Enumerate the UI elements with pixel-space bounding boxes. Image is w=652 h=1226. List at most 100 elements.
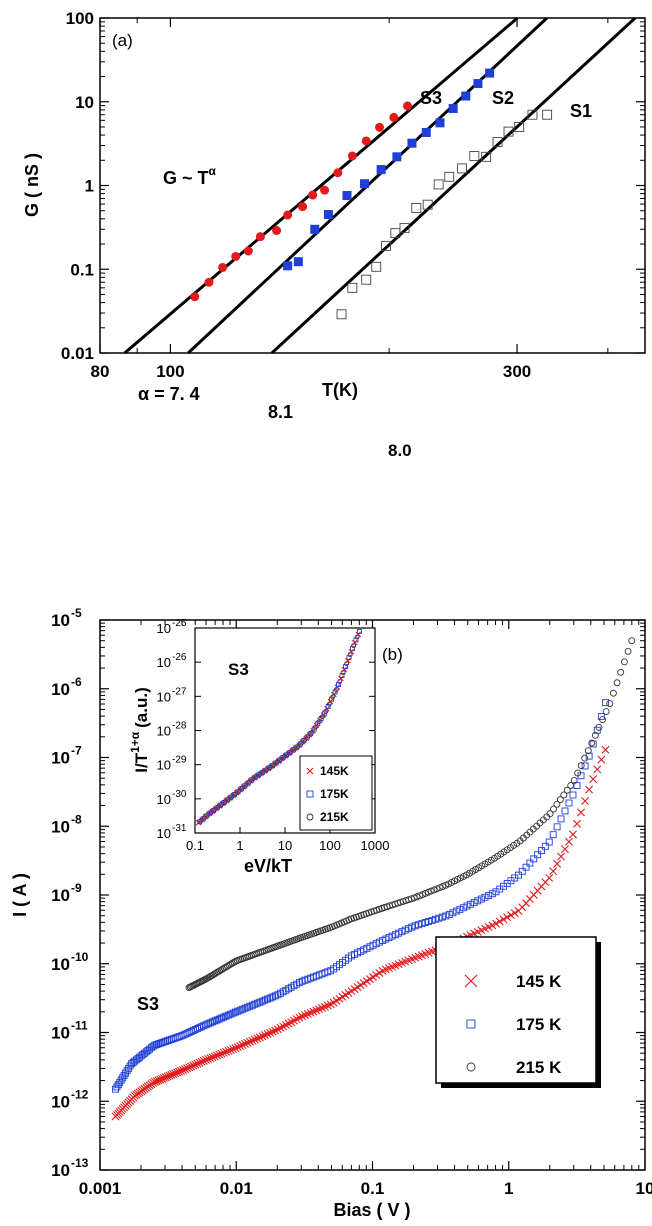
y-tick-exponent: -7 (71, 744, 82, 758)
panel-b-current-vs-bias: 10-1310-1210-1110-1010-910-810-710-610-5… (10, 606, 652, 1220)
data-point-175k (213, 1016, 221, 1024)
data-point-s2 (407, 138, 417, 148)
data-point-s1 (514, 122, 525, 132)
data-point-175k (202, 1021, 210, 1029)
panel-b-label: (b) (382, 645, 403, 664)
data-point-145k (577, 808, 586, 817)
y-tick-label: 100 (66, 9, 94, 28)
inset-data-point (301, 738, 307, 743)
inset-y-tick-label: 10 (157, 792, 171, 807)
data-point-145k (183, 1064, 192, 1073)
inset-data-point (290, 747, 296, 753)
data-point-175k (227, 1010, 235, 1018)
data-point-s1 (336, 309, 347, 320)
inset-y-axis-label: I/T1+α(a.u.) (128, 687, 151, 773)
data-point-175k (206, 1019, 214, 1027)
y-tick-exponent: -12 (71, 1087, 89, 1101)
inset-data-point (346, 655, 352, 661)
inset-data-point (228, 794, 234, 800)
data-point-145k (268, 1027, 277, 1036)
data-point-215k (574, 769, 582, 777)
data-point-s1 (542, 109, 553, 120)
inset-data-point (235, 789, 241, 795)
data-point-175k (251, 1000, 259, 1008)
inset-data-point (231, 792, 237, 798)
inset-sample-label: S3 (228, 660, 249, 679)
data-point-s1 (527, 109, 538, 120)
data-point-s3 (389, 112, 399, 122)
data-point-145k (553, 859, 562, 868)
inset-data-point (242, 783, 248, 789)
inset-data-point (329, 696, 335, 702)
data-point-175k (438, 913, 446, 921)
data-point-215k (550, 805, 557, 813)
inset-y-tick-label: 10 (157, 655, 171, 670)
y-tick-exponent: -6 (71, 675, 82, 689)
inset-data-point (341, 666, 348, 673)
data-point-s1 (371, 261, 382, 272)
inset-data-point (249, 777, 255, 783)
data-point-175k (231, 1008, 239, 1016)
data-point-175k (241, 1004, 249, 1012)
y-tick-label: 10 (51, 611, 70, 630)
data-point-215k (606, 700, 614, 708)
data-point-s3 (375, 122, 385, 132)
y-tick-label: 10 (51, 1092, 70, 1111)
data-point-145k (204, 1055, 213, 1063)
data-point-145k (260, 1031, 269, 1040)
data-point-175k (234, 1007, 242, 1015)
inset-data-point (279, 755, 285, 762)
inset-legend-215k: 215K (320, 810, 349, 824)
legend-label-215k: 215 K (516, 1058, 562, 1077)
legend-label-175k: 175 K (516, 1015, 562, 1034)
data-point-175k (474, 897, 482, 905)
x-tick-label: 80 (91, 362, 110, 381)
data-point-175k (585, 752, 593, 760)
data-point-145k (258, 1032, 267, 1041)
data-point-175k (449, 909, 457, 917)
y-tick-exponent: -13 (71, 1156, 89, 1170)
data-point-175k (153, 1041, 161, 1048)
legend-markers (464, 974, 478, 1072)
panel-b-legend: 145 K 175 K 215 K (435, 936, 601, 1088)
inset-legend-markers (306, 767, 314, 821)
data-point-145k (250, 1035, 259, 1044)
data-point-145k (191, 1060, 200, 1069)
data-point-175k (467, 900, 475, 908)
inset-data-point (197, 819, 203, 825)
data-point-s3 (333, 168, 343, 178)
data-point-s1 (469, 151, 480, 161)
inset-data-point (353, 637, 359, 643)
data-point-175k (220, 1013, 228, 1021)
data-point-175k (253, 999, 261, 1007)
series-label-s3: S3 (420, 88, 442, 108)
inset-y-tick-exponent: -31 (172, 823, 187, 834)
inset-data-point (275, 758, 282, 764)
data-point-s3 (204, 277, 214, 287)
inset-data-point (280, 755, 286, 761)
data-point-175k (561, 807, 569, 815)
data-point-175k (200, 1022, 208, 1030)
y-tick-label: 10 (51, 955, 70, 974)
data-point-145k (210, 1052, 219, 1061)
data-point-s1 (399, 223, 410, 234)
inset-data-point (214, 805, 220, 811)
data-point-s1 (381, 240, 391, 251)
data-point-175k (244, 1003, 251, 1011)
inset-data-point (272, 760, 278, 767)
data-point-145k (185, 1063, 194, 1072)
data-point-145k (263, 1029, 272, 1038)
inset-data-point (206, 811, 212, 817)
inset-data-point (270, 763, 276, 768)
data-point-s1 (503, 126, 514, 137)
data-point-145k (568, 830, 577, 839)
data-point-145k (243, 1038, 252, 1047)
inset-data-point (308, 731, 314, 736)
data-point-s1 (411, 202, 422, 213)
inset-y-tick-label: 10 (157, 826, 171, 841)
inset-x-tick-label: 1 (236, 838, 243, 853)
data-point-215k (584, 747, 592, 755)
data-point-s2 (283, 261, 293, 271)
data-point-s1 (457, 163, 467, 174)
data-point-145k (495, 917, 504, 926)
